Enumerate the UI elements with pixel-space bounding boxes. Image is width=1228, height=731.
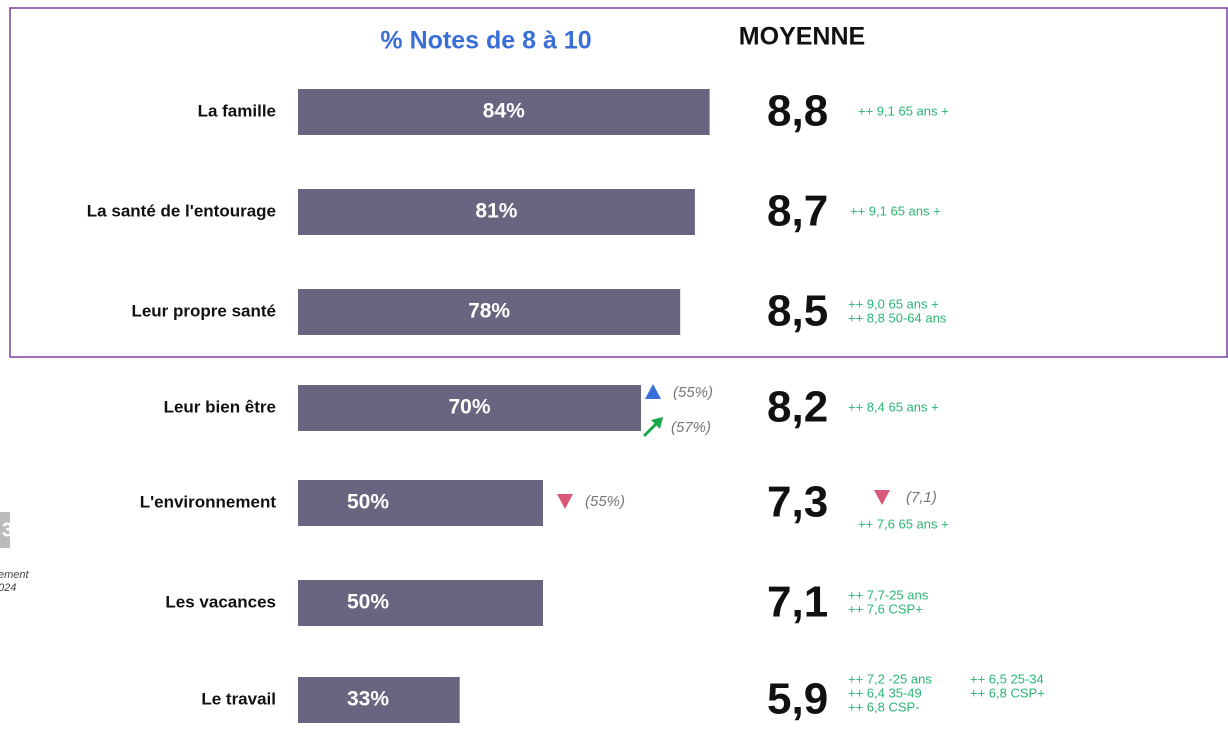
note: ++ 8,4 65 ans +	[848, 399, 939, 414]
note: ++ 6,8 CSP-	[848, 699, 920, 714]
average-value: 8,2	[767, 383, 828, 432]
average-title: MOYENNE	[739, 23, 865, 51]
side-fragment: 3	[2, 519, 13, 541]
note: ++ 9,0 65 ans +	[848, 296, 939, 311]
side-fragment: 024	[0, 582, 16, 594]
bar	[298, 480, 543, 526]
comparison-label: (57%)	[671, 419, 711, 436]
chart-title: % Notes de 8 à 10	[380, 27, 591, 55]
average-value: 5,9	[767, 675, 828, 724]
value-label: 70%	[448, 396, 490, 419]
value-label: 33%	[347, 688, 389, 711]
note: ++ 6,8 CSP+	[970, 685, 1045, 700]
note: ++ 7,2 -25 ans	[848, 671, 932, 686]
up-marker	[645, 384, 661, 399]
down-marker	[557, 494, 573, 509]
category-label: La famille	[198, 101, 276, 120]
note: ++ 7,6 65 ans +	[858, 516, 949, 531]
trend-arrow-head	[651, 417, 663, 429]
average-value: 8,5	[767, 287, 828, 336]
category-label: Les vacances	[165, 592, 276, 611]
average-value: 8,7	[767, 187, 828, 236]
note: ++ 7,6 CSP+	[848, 601, 923, 616]
note: ++ 9,1 65 ans +	[850, 203, 941, 218]
average-comparison-label: (7,1)	[906, 489, 937, 506]
note: ++ 6,4 35-49	[848, 685, 922, 700]
bar	[298, 89, 710, 135]
value-label: 50%	[347, 491, 389, 514]
side-fragment: ement	[0, 569, 30, 581]
category-label: Le travail	[201, 689, 276, 708]
average-value: 8,8	[767, 87, 828, 136]
value-label: 50%	[347, 591, 389, 614]
side-block	[0, 512, 10, 548]
comparison-label: (55%)	[585, 493, 625, 510]
category-label: L'environnement	[140, 492, 277, 511]
down-marker	[874, 490, 890, 505]
bar	[298, 580, 543, 626]
note: ++ 8,8 50-64 ans	[848, 310, 947, 325]
average-value: 7,3	[767, 478, 828, 527]
value-label: 78%	[468, 300, 510, 323]
note: ++ 9,1 65 ans +	[858, 103, 949, 118]
highlight-box	[9, 7, 1228, 358]
comparison-label: (55%)	[673, 384, 713, 401]
bar	[298, 385, 641, 431]
value-label: 84%	[483, 100, 525, 123]
value-label: 81%	[475, 200, 517, 223]
bar	[298, 289, 681, 335]
bar	[298, 677, 460, 723]
note: ++ 6,5 25-34	[970, 671, 1044, 686]
category-label: Leur bien être	[164, 397, 276, 416]
bar	[298, 189, 695, 235]
category-label: La santé de l'entourage	[87, 201, 276, 220]
note: ++ 7,7-25 ans	[848, 587, 929, 602]
average-value: 7,1	[767, 578, 828, 627]
category-label: Leur propre santé	[131, 301, 276, 320]
